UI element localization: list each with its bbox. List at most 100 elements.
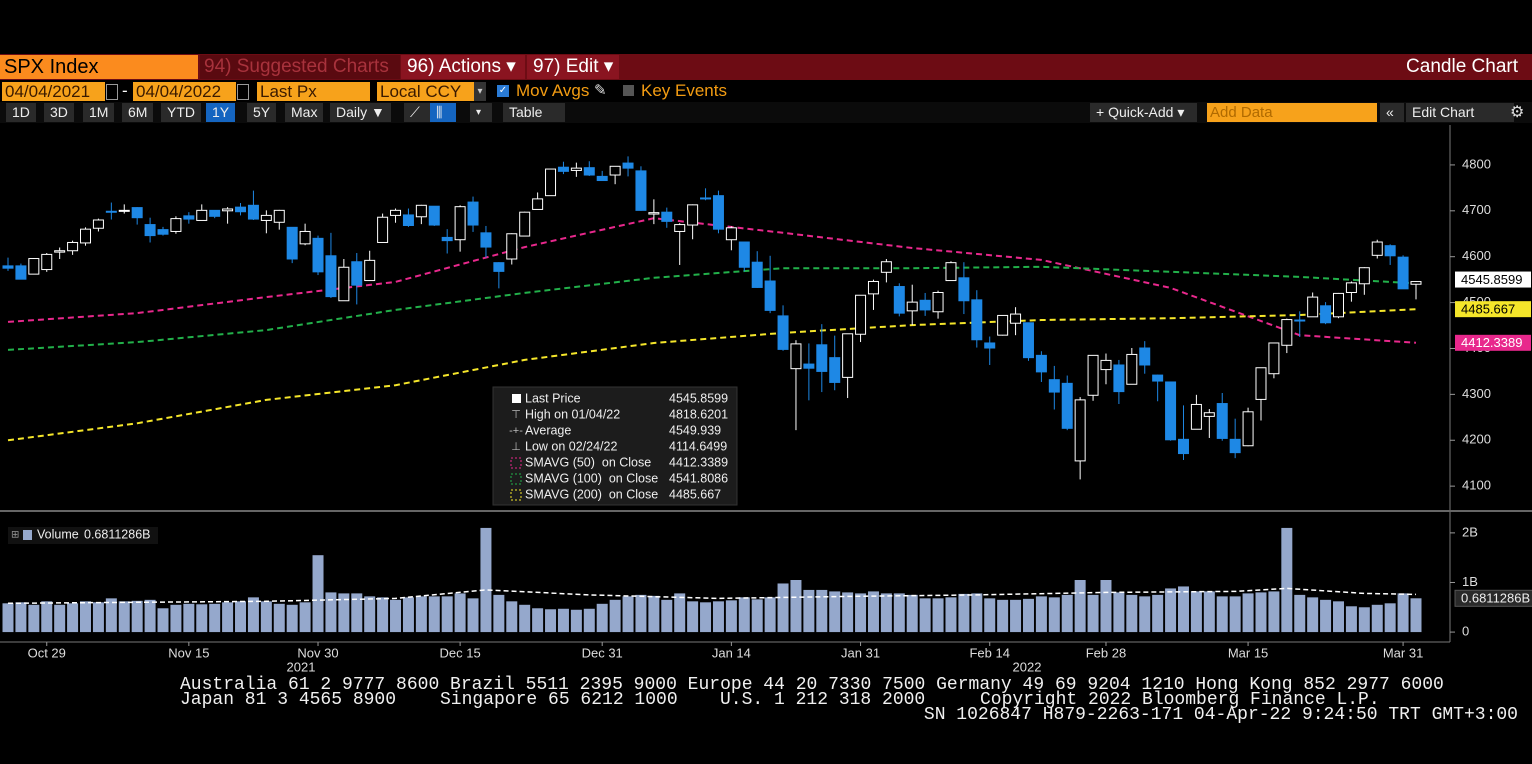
period-button[interactable]: YTD <box>161 103 201 122</box>
candle-body <box>1320 305 1332 324</box>
y-tick-label: 4300 <box>1462 386 1491 401</box>
volume-bar <box>1281 527 1293 633</box>
footer-copyright: Copyright 2022 Bloomberg Finance L.P. <box>980 690 1380 710</box>
frequency-select[interactable]: Daily ▼ <box>330 103 391 122</box>
volume-bar <box>1268 591 1280 633</box>
volume-bar <box>1190 591 1202 633</box>
candle-body <box>1268 342 1280 375</box>
mov-avgs-label[interactable]: Mov Avgs <box>516 81 590 100</box>
start-date[interactable]: 04/04/2021 <box>2 82 105 101</box>
volume-bar <box>1061 594 1073 633</box>
volume-bar <box>855 593 867 633</box>
candle-body <box>790 343 802 370</box>
candle-body <box>880 261 892 273</box>
candle-body <box>338 266 350 302</box>
period-button[interactable]: 1M <box>83 103 115 122</box>
quick-add[interactable]: + Quick-Add ▾ <box>1090 103 1197 122</box>
volume-bar <box>183 603 195 633</box>
settings-icon[interactable]: ⚙ <box>1510 104 1525 121</box>
legend-label: Low on 02/24/22 <box>525 439 617 453</box>
legend-label: Volume <box>37 527 79 541</box>
currency-select[interactable]: Local CCY <box>377 82 475 101</box>
volume-bar <box>829 591 841 633</box>
candle-body <box>2 265 14 269</box>
add-data-input[interactable]: Add Data <box>1207 103 1377 122</box>
volume-bar <box>906 594 918 633</box>
candle-body <box>958 277 970 302</box>
volume-bar <box>945 597 957 633</box>
suggested-charts[interactable]: 94) Suggested Charts <box>200 55 400 79</box>
x-tick-label: Nov 15 <box>168 645 209 660</box>
candle-body <box>441 236 453 242</box>
candle-body <box>428 205 440 226</box>
volume-bar <box>1410 598 1422 633</box>
field-select[interactable]: Last Px <box>257 82 370 101</box>
volume-bar <box>118 601 130 633</box>
x-tick-label: Dec 31 <box>582 645 623 660</box>
pencil-icon[interactable]: ✎ <box>594 82 607 99</box>
candle-body <box>1384 245 1396 257</box>
volume-bar <box>325 592 337 633</box>
candle-body <box>131 207 143 219</box>
volume-bar <box>428 596 440 633</box>
value-tag-label: 4545.8599 <box>1461 272 1522 287</box>
dropdown-arrow[interactable]: ▾ <box>474 82 486 101</box>
key-events-label[interactable]: Key Events <box>641 81 727 100</box>
candle-body <box>28 258 40 275</box>
period-button[interactable]: 5Y <box>247 103 277 122</box>
checkbox[interactable] <box>623 85 634 96</box>
volume-bar <box>1010 599 1022 633</box>
period-button[interactable]: 3D <box>44 103 74 122</box>
volume-bar <box>286 604 298 633</box>
line-icon[interactable]: ⟋ <box>404 103 430 122</box>
candle-body <box>1345 282 1357 293</box>
legend-box <box>492 386 738 506</box>
chart-type-dropdown[interactable]: ▾ <box>470 103 492 122</box>
candle-icon[interactable]: ⫼ <box>430 103 456 122</box>
edit-menu[interactable]: 97) Edit ▾ <box>527 55 619 79</box>
candle-body <box>829 357 841 383</box>
checkbox-checked[interactable]: ✓ <box>497 85 509 97</box>
legend-value: 4541.8086 <box>669 471 728 485</box>
edit-chart[interactable]: Edit Chart <box>1406 103 1514 122</box>
volume-bar <box>131 600 143 633</box>
legend-value: 4412.3389 <box>669 455 728 469</box>
table-button[interactable]: Table <box>503 103 565 122</box>
ticker-field[interactable]: SPX Index <box>0 55 198 79</box>
candle-body <box>997 314 1009 336</box>
volume-bar <box>441 596 453 633</box>
period-button[interactable]: 6M <box>122 103 154 122</box>
candle-body <box>1113 364 1125 393</box>
actions-menu[interactable]: 96) Actions ▾ <box>401 55 525 79</box>
legend-value: 4114.6499 <box>669 439 727 453</box>
volume-bar <box>196 604 208 633</box>
end-date[interactable]: 04/04/2022 <box>133 82 236 101</box>
period-button[interactable]: Max <box>285 103 324 122</box>
volume-bar <box>506 601 518 633</box>
calendar-icon[interactable] <box>237 84 249 100</box>
volume-bar <box>712 601 724 633</box>
volume-bar <box>415 596 427 633</box>
candle-body <box>402 214 414 226</box>
y-tick-label: 4100 <box>1462 478 1491 493</box>
period-button[interactable]: 1D <box>6 103 36 122</box>
volume-bar <box>557 608 569 633</box>
collapse-button[interactable]: « <box>1380 103 1404 122</box>
volume-bar <box>1152 594 1164 633</box>
volume-bar <box>687 601 699 633</box>
legend-value: 4545.8599 <box>669 391 728 405</box>
volume-bar <box>932 598 944 633</box>
value-tag-label: 4412.3389 <box>1461 335 1522 350</box>
period-button[interactable]: 1Y <box>206 103 236 122</box>
candle-body <box>609 165 621 176</box>
volume-bar <box>958 593 970 633</box>
candle-body <box>1035 354 1047 373</box>
candle-body <box>1126 353 1138 385</box>
calendar-icon[interactable] <box>106 84 118 100</box>
legend-icon <box>510 489 522 501</box>
candle-body <box>1294 319 1306 322</box>
volume-bar <box>1100 580 1112 633</box>
volume-bar <box>1203 591 1215 633</box>
candle-body <box>144 224 156 237</box>
